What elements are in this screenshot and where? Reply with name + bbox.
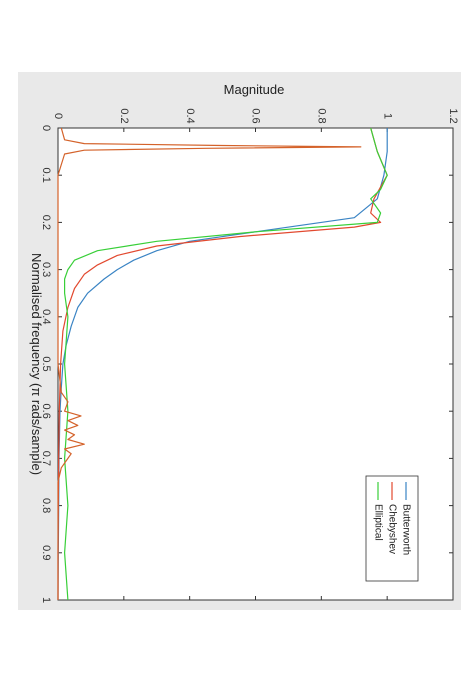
y-tick-label: 0.2 bbox=[118, 108, 130, 123]
x-axis-title: Normalised frequency (π rads/sample) bbox=[29, 253, 44, 475]
figure: 0 0.1 0.2 0.3 0.4 0.5 0.6 0.7 0.8 0.9 1 0 0.2 0.4 0.6 0… bbox=[18, 72, 461, 610]
line-chart: 0 0.1 0.2 0.3 0.4 0.5 0.6 0.7 0.8 0.9 1 0 0.2 0.4 0.6 0… bbox=[29, 82, 459, 603]
y-tick-label: 0 bbox=[52, 113, 64, 119]
legend-label: Chebyshev bbox=[386, 504, 397, 554]
x-tick-label: 0.9 bbox=[40, 545, 52, 560]
legend-label: Elliptical bbox=[372, 504, 383, 541]
series-line-elliptical bbox=[63, 127, 388, 601]
series-line-chebyshev bbox=[57, 127, 388, 600]
x-tick-label: 0.6 bbox=[40, 404, 52, 419]
x-tick-label: 1 bbox=[40, 597, 52, 603]
x-tick-label: 0.2 bbox=[40, 215, 52, 230]
x-tick-label: 0 bbox=[40, 125, 52, 131]
series-line-unlabelled bbox=[57, 127, 362, 600]
y-tick-label: 0.8 bbox=[315, 108, 327, 123]
y-tick-label: 1 bbox=[381, 113, 393, 119]
x-tick-label: 0.4 bbox=[40, 309, 52, 324]
y-tick-label: 0.4 bbox=[184, 108, 196, 123]
y-axis-title: Magnitude bbox=[224, 82, 285, 97]
x-tick-label: 0.8 bbox=[40, 498, 52, 513]
x-tick-label: 0.3 bbox=[40, 262, 52, 277]
tick-labels: 0 0.1 0.2 0.3 0.4 0.5 0.6 0.7 0.8 0.9 1 0 0.2 0.4 0.6 0… bbox=[40, 108, 459, 603]
legend-label: Butterworth bbox=[400, 504, 411, 555]
y-tick-label: 1.2 bbox=[447, 108, 459, 123]
x-tick-label: 0.7 bbox=[40, 451, 52, 466]
x-tick-label: 0.5 bbox=[40, 356, 52, 371]
series-lines bbox=[57, 127, 388, 601]
x-tick-label: 0.1 bbox=[40, 168, 52, 183]
y-tick-label: 0.6 bbox=[250, 108, 262, 123]
